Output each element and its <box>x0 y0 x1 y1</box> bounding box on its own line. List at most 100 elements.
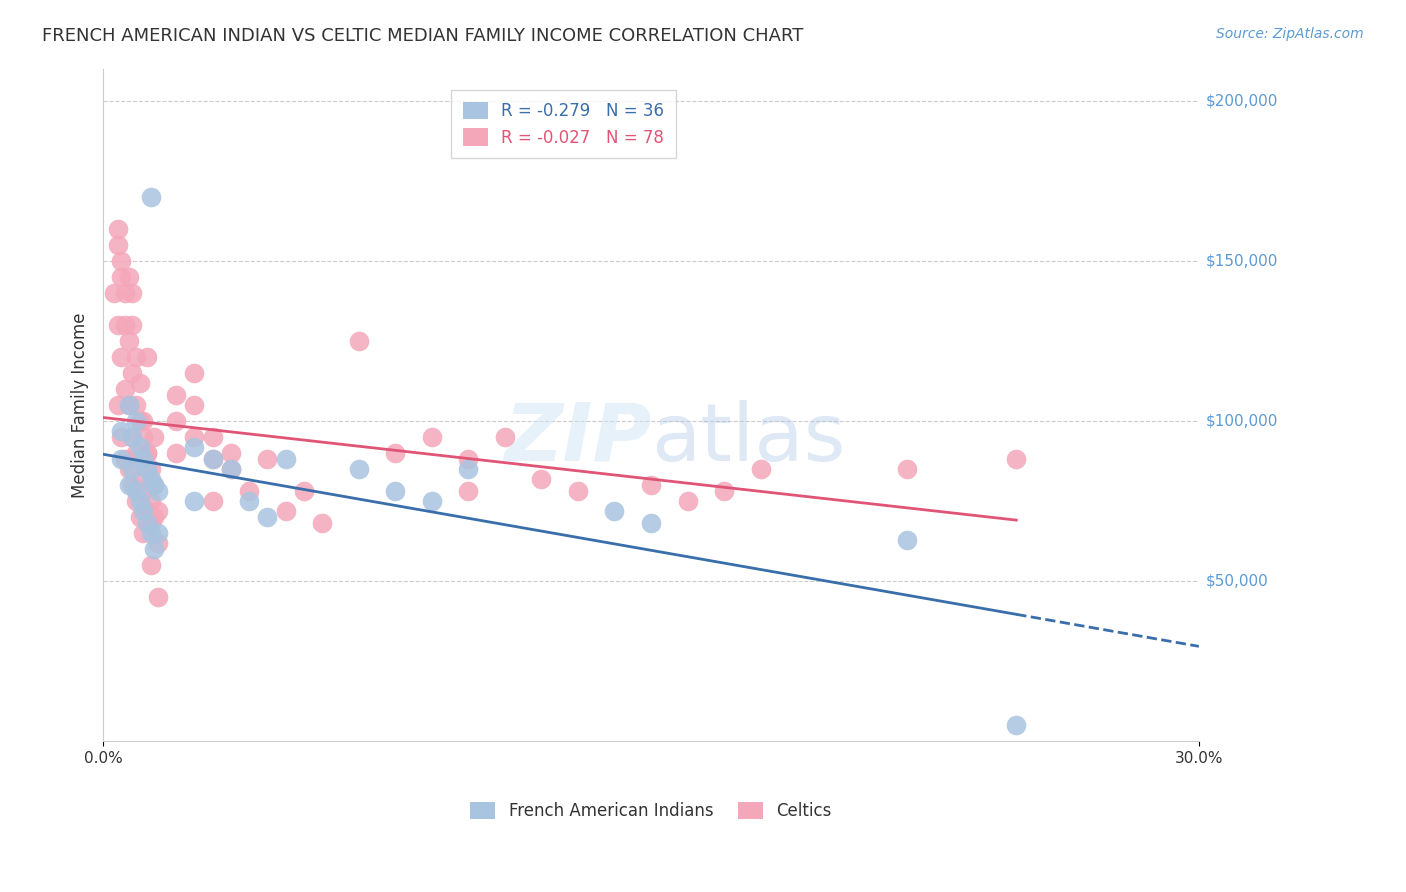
Point <box>896 462 918 476</box>
Point <box>132 526 155 541</box>
Point <box>128 494 150 508</box>
Legend: French American Indians, Celtics: French American Indians, Celtics <box>458 790 844 831</box>
Point <box>384 484 406 499</box>
Point <box>110 350 132 364</box>
Point <box>139 516 162 531</box>
Point <box>457 462 479 476</box>
Point <box>201 452 224 467</box>
Point <box>384 446 406 460</box>
Point <box>110 430 132 444</box>
Point <box>183 366 205 380</box>
Point <box>201 452 224 467</box>
Point <box>128 510 150 524</box>
Point <box>219 462 242 476</box>
Point <box>420 494 443 508</box>
Point <box>110 269 132 284</box>
Point <box>274 503 297 517</box>
Point <box>132 414 155 428</box>
Point <box>118 398 141 412</box>
Point <box>603 503 626 517</box>
Point <box>494 430 516 444</box>
Point <box>136 446 159 460</box>
Point <box>713 484 735 499</box>
Point <box>132 484 155 499</box>
Point <box>457 484 479 499</box>
Point <box>110 253 132 268</box>
Point <box>256 452 278 467</box>
Point <box>103 285 125 300</box>
Point <box>274 452 297 467</box>
Point <box>139 472 162 486</box>
Point <box>143 542 166 557</box>
Point <box>183 430 205 444</box>
Point <box>143 478 166 492</box>
Point <box>183 494 205 508</box>
Point <box>136 503 159 517</box>
Point <box>118 334 141 348</box>
Point <box>107 221 129 235</box>
Point <box>165 388 187 402</box>
Point <box>121 285 143 300</box>
Point <box>132 430 155 444</box>
Text: atlas: atlas <box>651 400 845 477</box>
Point <box>121 318 143 332</box>
Point <box>107 398 129 412</box>
Text: ZIP: ZIP <box>503 400 651 477</box>
Point <box>146 503 169 517</box>
Point <box>121 462 143 476</box>
Point <box>347 334 370 348</box>
Point <box>1005 452 1028 467</box>
Point <box>128 440 150 454</box>
Text: $150,000: $150,000 <box>1206 253 1278 268</box>
Point <box>183 440 205 454</box>
Point <box>118 478 141 492</box>
Point <box>676 494 699 508</box>
Point <box>139 494 162 508</box>
Point <box>139 462 162 476</box>
Point <box>132 452 155 467</box>
Point <box>143 430 166 444</box>
Point <box>238 494 260 508</box>
Point <box>238 484 260 499</box>
Point <box>125 398 148 412</box>
Point <box>292 484 315 499</box>
Point <box>118 398 141 412</box>
Point <box>136 462 159 476</box>
Point <box>107 318 129 332</box>
Y-axis label: Median Family Income: Median Family Income <box>72 312 89 498</box>
Point <box>118 462 141 476</box>
Point <box>530 472 553 486</box>
Point <box>201 494 224 508</box>
Point <box>125 414 148 428</box>
Point <box>125 446 148 460</box>
Point <box>114 285 136 300</box>
Point <box>165 414 187 428</box>
Point <box>146 590 169 604</box>
Point <box>139 189 162 203</box>
Point <box>749 462 772 476</box>
Point <box>420 430 443 444</box>
Point <box>457 452 479 467</box>
Point <box>121 430 143 444</box>
Text: $100,000: $100,000 <box>1206 414 1278 428</box>
Text: $200,000: $200,000 <box>1206 93 1278 108</box>
Point <box>128 414 150 428</box>
Point <box>114 382 136 396</box>
Point <box>146 484 169 499</box>
Point <box>146 526 169 541</box>
Point <box>347 462 370 476</box>
Point <box>107 237 129 252</box>
Text: FRENCH AMERICAN INDIAN VS CELTIC MEDIAN FAMILY INCOME CORRELATION CHART: FRENCH AMERICAN INDIAN VS CELTIC MEDIAN … <box>42 27 804 45</box>
Point <box>128 472 150 486</box>
Point <box>121 478 143 492</box>
Point <box>311 516 333 531</box>
Point <box>139 526 162 541</box>
Point <box>567 484 589 499</box>
Point <box>256 510 278 524</box>
Point <box>1005 718 1028 732</box>
Point <box>128 376 150 390</box>
Point <box>201 430 224 444</box>
Point <box>136 446 159 460</box>
Text: $50,000: $50,000 <box>1206 574 1270 589</box>
Point <box>118 269 141 284</box>
